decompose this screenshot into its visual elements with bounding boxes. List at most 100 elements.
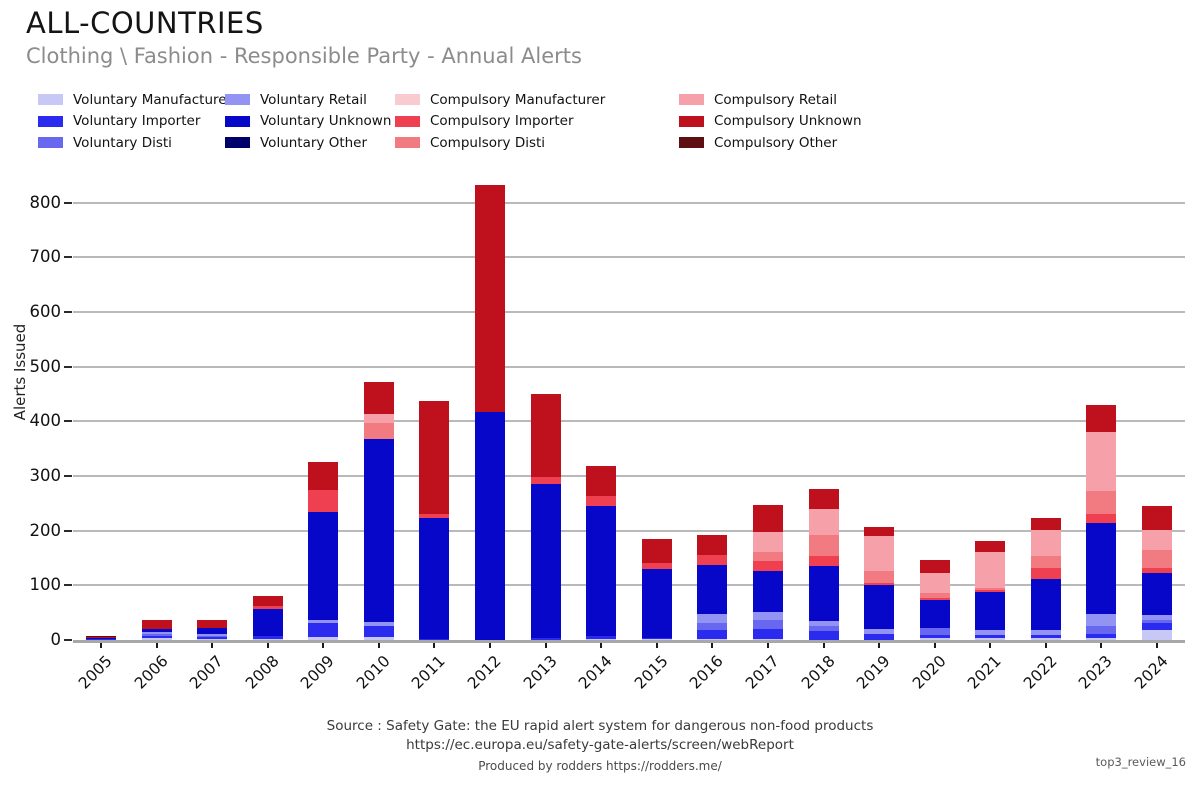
legend-item: Voluntary Manufacturer [38,89,232,111]
bar-segment [1142,619,1173,623]
bar-segment [697,564,728,615]
bar-segment [697,639,728,640]
bar-segment [308,622,339,638]
gridline [73,420,1185,423]
bar-segment [864,535,895,572]
bar-segment [808,556,839,567]
legend-label: Compulsory Disti [430,134,546,151]
bar-2021 [975,540,1006,640]
bar-segment [864,629,895,634]
legend-swatch-icon [38,137,63,149]
bar-segment [752,620,783,630]
bar-segment [197,635,228,637]
bar-segment [1030,517,1061,530]
x-tick-label: 2013 [519,652,561,693]
bar-segment [308,512,339,620]
x-tick-label: 2014 [575,652,616,693]
y-tick-mark [64,584,72,587]
x-tick-mark [433,643,436,648]
bar-segment [586,496,617,506]
bar-2019 [864,526,895,640]
bar-segment [1142,629,1173,640]
bar-segment [475,412,506,640]
x-tick-label: 2016 [686,652,728,693]
y-tick-label: 700 [29,247,62,267]
bar-segment [752,504,783,532]
bar-segment [641,562,672,569]
gridline [73,529,1185,532]
bar-segment [1086,522,1117,615]
gridline [73,475,1185,478]
bar-segment [752,611,783,621]
x-tick-label: 2008 [241,652,283,693]
legend-swatch-icon [225,115,250,127]
y-tick-label: 600 [29,302,62,322]
x-tick-mark [266,643,269,648]
bar-2009 [308,462,339,640]
bar-segment [808,631,839,640]
x-tick-label: 2024 [1131,652,1172,693]
bar-segment [252,635,283,640]
bar-2014 [586,466,617,640]
x-tick-label: 2021 [964,652,1005,693]
gridline [73,365,1185,368]
bar-2018 [808,488,839,640]
bar-segment [419,638,450,640]
legend-item: Voluntary Disti [38,132,232,154]
x-tick-label: 2017 [742,652,783,693]
bar-segment [975,540,1006,552]
bar-segment [752,561,783,571]
x-tick-mark [878,643,881,648]
bar-segment [752,551,783,562]
legend-label: Compulsory Manufacturer [430,91,606,108]
bar-segment [308,637,339,640]
bar-segment [530,483,561,639]
bar-segment [752,629,783,640]
bar-segment [197,628,228,635]
legend-item: Voluntary Unknown [225,111,391,133]
legend-item: Compulsory Manufacturer [395,89,605,111]
bar-segment [363,423,394,440]
bar-segment [697,614,728,623]
bar-segment [363,637,394,640]
bar-segment [419,400,450,515]
bar-segment [808,488,839,510]
legend-swatch-icon [395,94,420,106]
bar-segment [975,629,1006,636]
bar-segment [697,630,728,640]
bar-segment [252,595,283,606]
y-tick-label: 300 [29,466,62,486]
chart-legend: Voluntary Manufacturer Voluntary Importer… [0,89,1200,153]
bar-segment [252,609,283,636]
bar-segment [752,639,783,640]
legend-item: Compulsory Retail [679,89,862,111]
bar-segment [363,622,394,626]
x-tick-label: 2011 [408,652,450,693]
x-tick-mark [544,643,547,648]
y-tick-mark [64,475,72,478]
bar-segment [141,634,172,637]
legend-label: Compulsory Unknown [714,113,862,130]
x-tick-mark [655,643,658,648]
bar-2015 [641,539,672,640]
footer-url: https://ec.europa.eu/safety-gate-alerts/… [406,737,794,753]
legend-item: Voluntary Retail [225,89,391,111]
footer-source: Source : Safety Gate: the EU rapid alert… [326,718,874,734]
legend-label: Voluntary Unknown [260,113,392,130]
y-tick-mark [64,529,72,532]
bar-segment [641,639,672,640]
legend-column: Voluntary Manufacturer Voluntary Importer… [38,89,232,154]
bar-segment [308,462,339,490]
bar-segment [808,566,839,621]
bar-segment [530,393,561,478]
x-tick-mark [1044,643,1047,648]
x-tick-label: 2020 [908,652,950,693]
bar-2008 [252,595,283,640]
legend-label: Voluntary Manufacturer [73,91,233,108]
bar-segment [864,584,895,630]
bar-segment [641,539,672,563]
bar-segment [697,554,728,565]
x-tick-label: 2012 [464,652,505,693]
bar-segment [864,634,895,640]
bar-2017 [752,504,783,640]
